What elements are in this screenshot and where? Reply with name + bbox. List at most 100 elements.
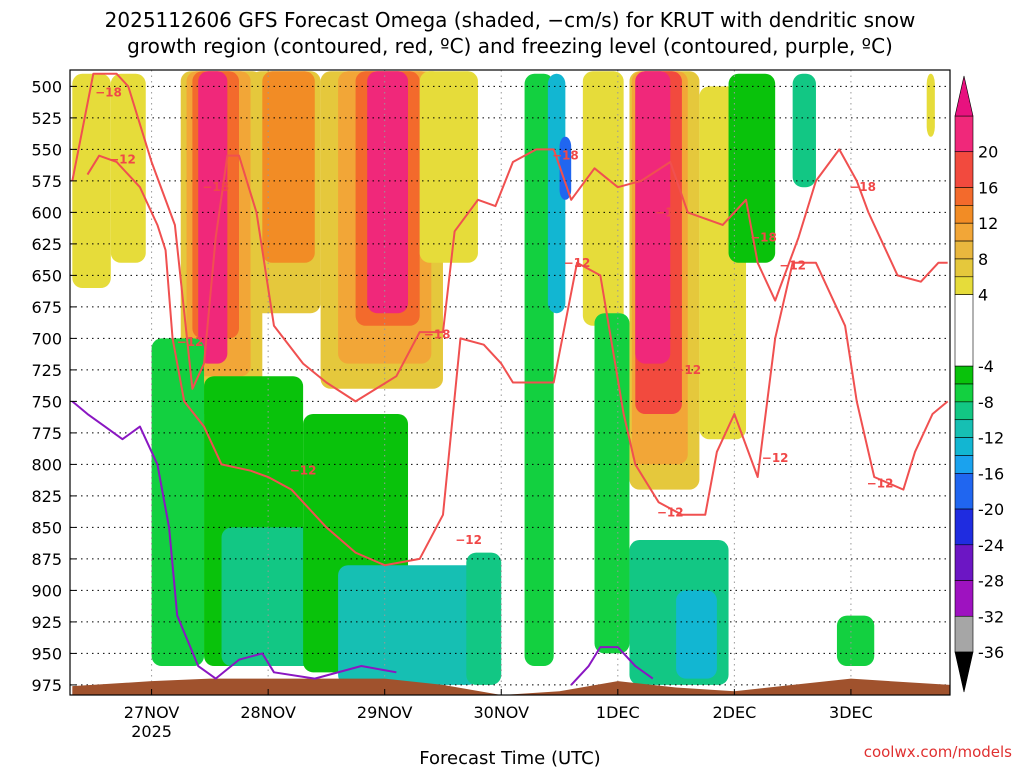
y-tick-label-0: 500	[31, 77, 62, 96]
contour-labels: −18−12−18−12−12−18−12−18−12−1−12−12−18−1…	[95, 86, 893, 547]
omega-cell-20	[151, 338, 205, 667]
colorbar-segment-5	[954, 240, 974, 260]
y-tick-label-10: 750	[31, 392, 62, 411]
omega-cell-7	[262, 71, 315, 263]
y-tick-label-13: 825	[31, 487, 62, 506]
contour-label-10: −12	[674, 363, 701, 377]
colorbar-segment-13	[954, 437, 974, 456]
omega-cell-32	[728, 73, 776, 263]
y-tick-label-19: 975	[31, 676, 62, 695]
credit-text: coolwx.com/models	[864, 743, 1012, 761]
colorbar-segment-2	[954, 187, 974, 206]
colorbar-label-2: 12	[978, 214, 998, 233]
contour-label-16: −12	[867, 476, 894, 490]
y-tick-label-9: 725	[31, 361, 62, 380]
omega-cell-22	[221, 527, 327, 667]
contour-label-0: −18	[95, 86, 122, 100]
colorbar-segment-12	[954, 419, 974, 438]
colorbar-bottom-arrow	[954, 651, 974, 693]
colorbar-label-0: 20	[978, 143, 998, 162]
contour-label-13: −12	[779, 258, 806, 272]
y-tick-label-3: 575	[31, 172, 62, 191]
contour-label-2: −18	[202, 180, 229, 194]
y-tick-label-2: 550	[31, 140, 62, 159]
x-axis-label: Forecast Time (UTC)	[419, 748, 600, 768]
colorbar-segment-8	[954, 294, 974, 367]
contour-label-11: −12	[657, 505, 684, 519]
omega-cell-28	[559, 136, 572, 200]
chart-title-line2: growth region (contoured, red, ºC) and f…	[127, 34, 893, 58]
omega-cell-25	[466, 552, 502, 685]
colorbar-segment-15	[954, 473, 974, 510]
colorbar-segment-4	[954, 222, 974, 242]
colorbar-label-4: 4	[978, 286, 988, 305]
omega-cell-31	[676, 590, 717, 679]
colorbar-segment-9	[954, 365, 974, 385]
series-line-0	[71, 72, 948, 403]
x-tick-sublabel-0: 2025	[131, 722, 172, 741]
omega-cell-17	[635, 71, 671, 364]
colorbar-segment-10	[954, 383, 974, 403]
y-tick-label-11: 775	[31, 424, 62, 443]
colorbar-segment-16	[954, 508, 974, 546]
y-tick-label-12: 800	[31, 455, 62, 474]
x-tick-label-0: 27NOV	[124, 703, 180, 722]
colorbar-label-8: -16	[978, 464, 1004, 483]
omega-cell-1	[110, 73, 146, 263]
omega-cell-11	[367, 71, 409, 314]
y-axis: 500 525 550 575 600 625 650 675 700 725 750 775 800 8…	[31, 77, 76, 695]
contour-label-6: −12	[455, 533, 482, 547]
omega-cell-33	[792, 73, 816, 188]
contour-label-14: −12	[762, 451, 789, 465]
x-tick-label-2: 29NOV	[357, 703, 413, 722]
colorbar-segment-3	[954, 205, 974, 224]
contour-label-3: −12	[177, 335, 204, 349]
chart-title-line1: 2025112606 GFS Forecast Omega (shaded, −…	[105, 8, 916, 32]
y-tick-label-17: 925	[31, 613, 62, 632]
colorbar-label-5: -4	[978, 357, 994, 376]
series-line-3	[570, 646, 654, 686]
colorbar-label-9: -20	[978, 500, 1004, 519]
x-tick-label-3: 30NOV	[473, 703, 529, 722]
omega-cell-26	[524, 73, 554, 667]
colorbar-segment-14	[954, 455, 974, 474]
grid-lines	[70, 70, 950, 695]
colorbar-top-arrow	[954, 75, 974, 117]
omega-cell-27	[547, 73, 566, 314]
omega-cell-13	[582, 71, 624, 326]
y-tick-label-15: 875	[31, 550, 62, 569]
colorbar-segment-7	[954, 276, 974, 295]
plot-frame	[69, 69, 951, 696]
y-tick-label-16: 900	[31, 581, 62, 600]
x-tick-label-1: 28NOV	[240, 703, 296, 722]
terrain-fill	[72, 678, 950, 695]
colorbar-label-6: -8	[978, 393, 994, 412]
terrain	[72, 678, 950, 695]
y-tick-label-6: 650	[31, 266, 62, 285]
omega-cell-34	[836, 615, 875, 667]
colorbar-segment-1	[954, 151, 974, 188]
y-tick-label-1: 525	[31, 109, 62, 128]
contour-label-12: −18	[750, 231, 777, 245]
contour-lines	[71, 72, 949, 686]
contour-label-9: −1	[655, 205, 673, 219]
y-tick-label-8: 700	[31, 329, 62, 348]
colorbar-label-3: 8	[978, 250, 988, 269]
x-tick-label-4: 1DEC	[596, 703, 640, 722]
contour-label-1: −12	[109, 152, 136, 166]
colorbar-label-11: -28	[978, 572, 1004, 591]
omega-cell-19	[926, 73, 935, 137]
contour-label-7: −18	[552, 149, 579, 163]
x-tick-label-6: 3DEC	[829, 703, 873, 722]
series-line-1	[86, 154, 949, 567]
colorbar-label-12: -32	[978, 607, 1004, 626]
contour-label-8: −12	[564, 256, 591, 270]
colorbar: 20 16 12 8 4 -4 -8 -12 -16 -20 -24 -28 -32 -36	[954, 75, 1004, 693]
y-tick-label-14: 850	[31, 518, 62, 537]
omega-cell-5	[198, 71, 228, 364]
y-tick-label-18: 950	[31, 644, 62, 663]
colorbar-segment-11	[954, 401, 974, 421]
y-tick-label-7: 675	[31, 298, 62, 317]
series-line-2	[71, 400, 397, 680]
